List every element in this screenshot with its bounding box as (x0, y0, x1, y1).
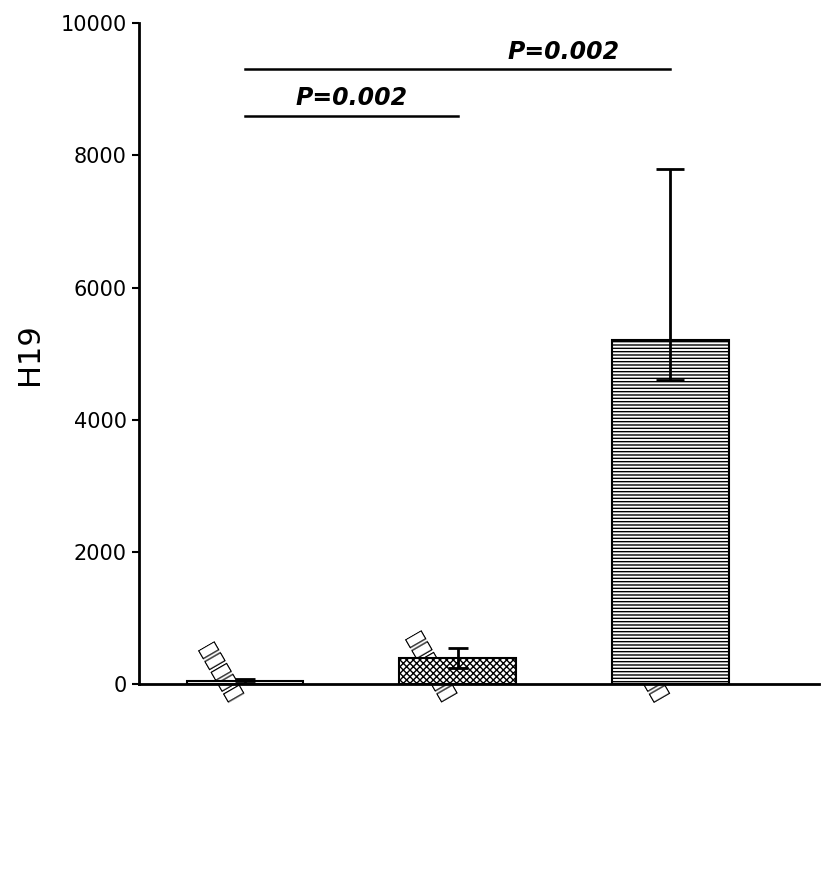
Text: P=0.002: P=0.002 (508, 40, 620, 64)
Bar (187, 681, 304, 684)
Y-axis label: H19: H19 (15, 323, 44, 385)
Bar (399, 658, 516, 684)
Bar (611, 340, 729, 684)
Text: P=0.002: P=0.002 (295, 86, 407, 111)
